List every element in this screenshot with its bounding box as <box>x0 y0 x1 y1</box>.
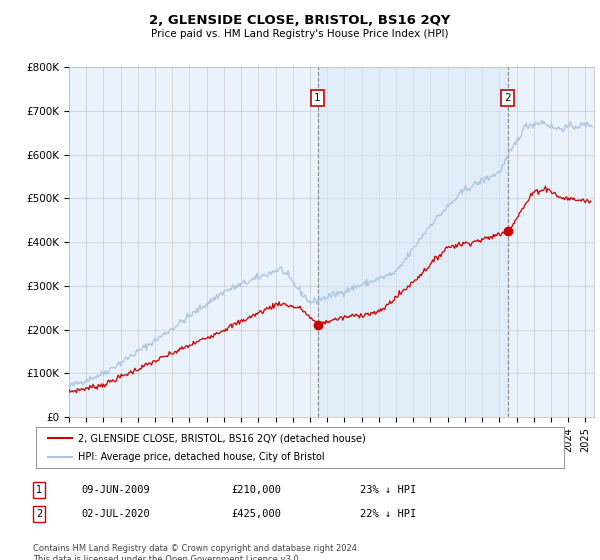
Text: 22% ↓ HPI: 22% ↓ HPI <box>360 509 416 519</box>
Text: 23% ↓ HPI: 23% ↓ HPI <box>360 485 416 495</box>
Bar <box>317 67 508 417</box>
Text: 2, GLENSIDE CLOSE, BRISTOL, BS16 2QY (detached house): 2, GLENSIDE CLOSE, BRISTOL, BS16 2QY (de… <box>78 433 366 443</box>
Text: 2: 2 <box>36 509 42 519</box>
Text: Contains HM Land Registry data © Crown copyright and database right 2024.
This d: Contains HM Land Registry data © Crown c… <box>33 544 359 560</box>
Text: 09-JUN-2009: 09-JUN-2009 <box>81 485 150 495</box>
Text: Price paid vs. HM Land Registry's House Price Index (HPI): Price paid vs. HM Land Registry's House … <box>151 29 449 39</box>
Text: £210,000: £210,000 <box>231 485 281 495</box>
Text: 2, GLENSIDE CLOSE, BRISTOL, BS16 2QY: 2, GLENSIDE CLOSE, BRISTOL, BS16 2QY <box>149 14 451 27</box>
Text: HPI: Average price, detached house, City of Bristol: HPI: Average price, detached house, City… <box>78 452 325 461</box>
Text: 1: 1 <box>36 485 42 495</box>
Text: 2: 2 <box>505 93 511 103</box>
Text: £425,000: £425,000 <box>231 509 281 519</box>
Text: 02-JUL-2020: 02-JUL-2020 <box>81 509 150 519</box>
Text: 1: 1 <box>314 93 321 103</box>
